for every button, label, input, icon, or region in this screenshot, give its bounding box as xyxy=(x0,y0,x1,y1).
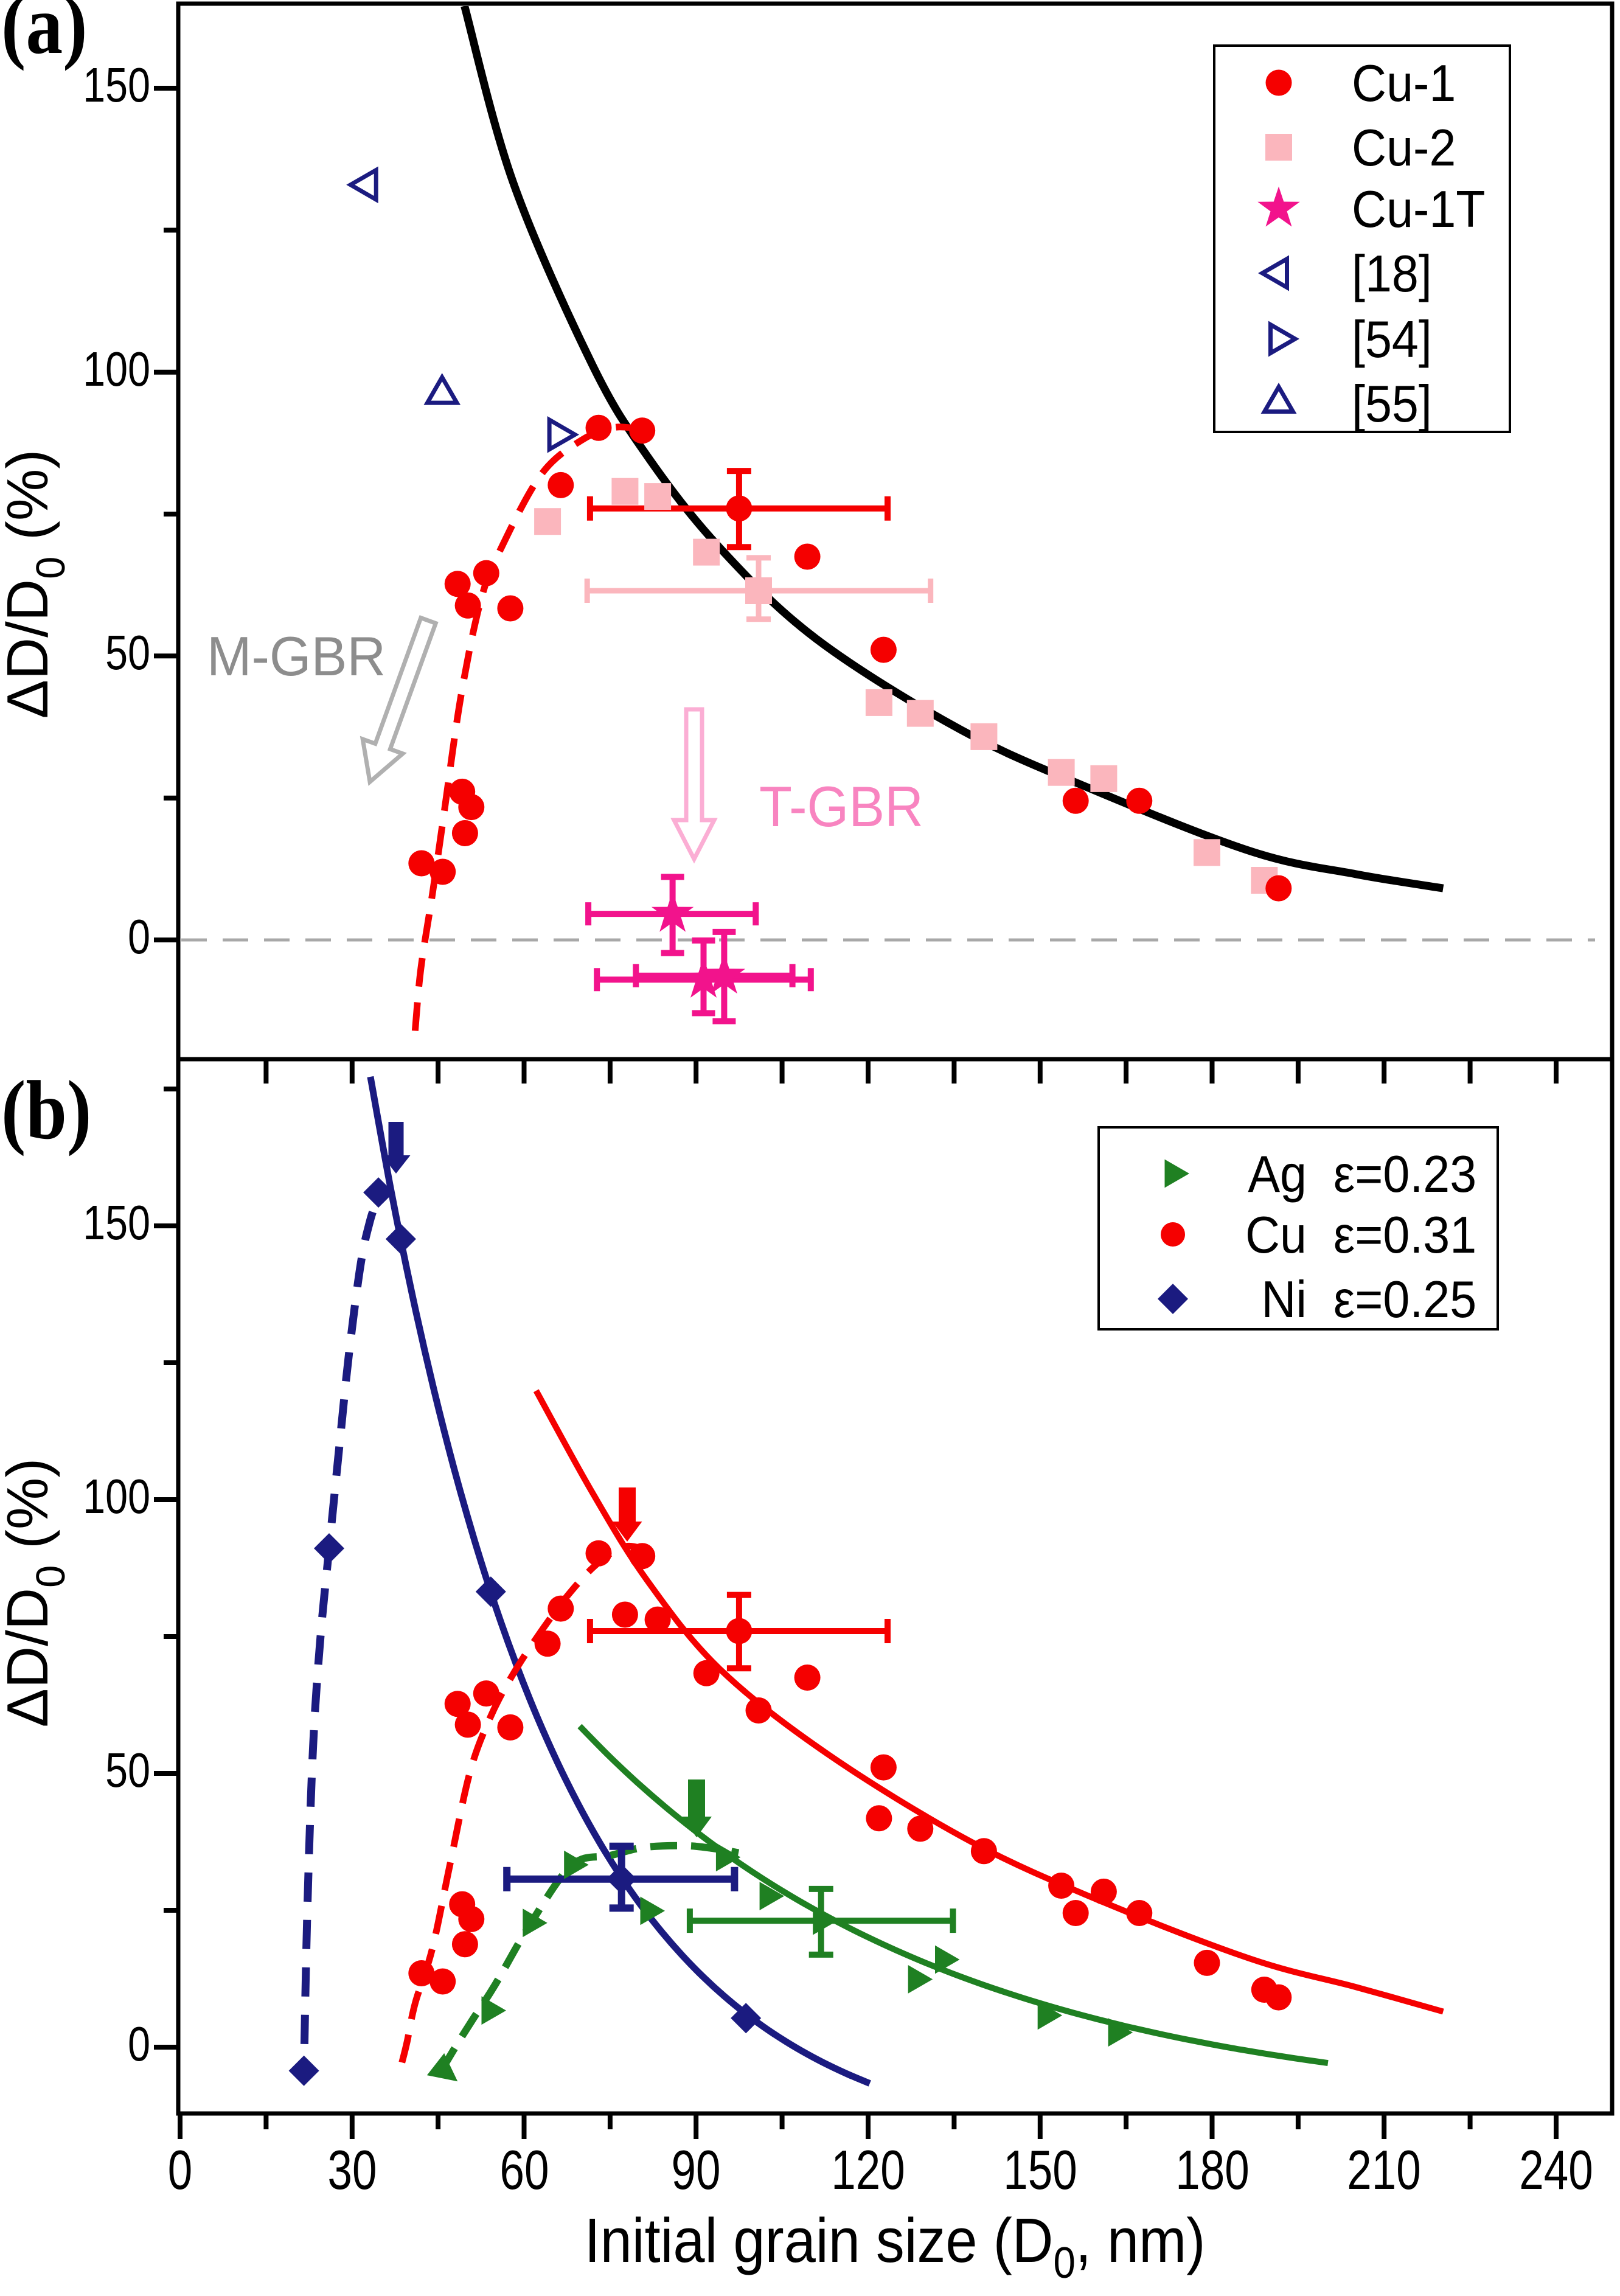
svg-text:M-GBR: M-GBR xyxy=(207,625,386,687)
svg-text:150: 150 xyxy=(83,1195,150,1250)
svg-text:ε=0.23: ε=0.23 xyxy=(1333,1146,1476,1203)
svg-text:0: 0 xyxy=(128,909,150,964)
svg-text:60: 60 xyxy=(500,2139,549,2201)
svg-text:30: 30 xyxy=(328,2139,377,2201)
svg-text:150: 150 xyxy=(83,57,150,112)
svg-text:150: 150 xyxy=(1003,2139,1077,2201)
svg-text:240: 240 xyxy=(1519,2139,1593,2201)
svg-text:Cu: Cu xyxy=(1245,1206,1307,1264)
svg-text:Cu-2: Cu-2 xyxy=(1352,119,1456,176)
svg-text:[18]: [18] xyxy=(1352,245,1432,302)
svg-text:180: 180 xyxy=(1175,2139,1249,2201)
svg-text:Ni: Ni xyxy=(1261,1271,1307,1328)
svg-text:100: 100 xyxy=(83,341,150,396)
svg-text:Cu-1: Cu-1 xyxy=(1352,55,1456,112)
svg-text:[55]: [55] xyxy=(1352,375,1432,433)
svg-text:90: 90 xyxy=(672,2139,721,2201)
svg-text:Initial grain size (D0, nm): Initial grain size (D0, nm) xyxy=(585,2205,1206,2287)
svg-text:ε=0.25: ε=0.25 xyxy=(1333,1271,1476,1328)
svg-text:Ag: Ag xyxy=(1248,1146,1307,1203)
svg-text:210: 210 xyxy=(1347,2139,1420,2201)
svg-text:ε=0.31: ε=0.31 xyxy=(1333,1206,1476,1264)
svg-text:0: 0 xyxy=(168,2139,192,2201)
svg-text:(a): (a) xyxy=(1,0,88,72)
svg-text:120: 120 xyxy=(831,2139,905,2201)
svg-text:50: 50 xyxy=(105,1742,150,1797)
svg-text:0: 0 xyxy=(128,2016,150,2071)
svg-text:[54]: [54] xyxy=(1352,311,1432,368)
svg-text:Cu-1T: Cu-1T xyxy=(1352,181,1486,238)
svg-text:50: 50 xyxy=(105,625,150,680)
svg-text:T-GBR: T-GBR xyxy=(759,775,923,839)
svg-text:(b): (b) xyxy=(1,1064,91,1157)
svg-text:100: 100 xyxy=(83,1469,150,1523)
